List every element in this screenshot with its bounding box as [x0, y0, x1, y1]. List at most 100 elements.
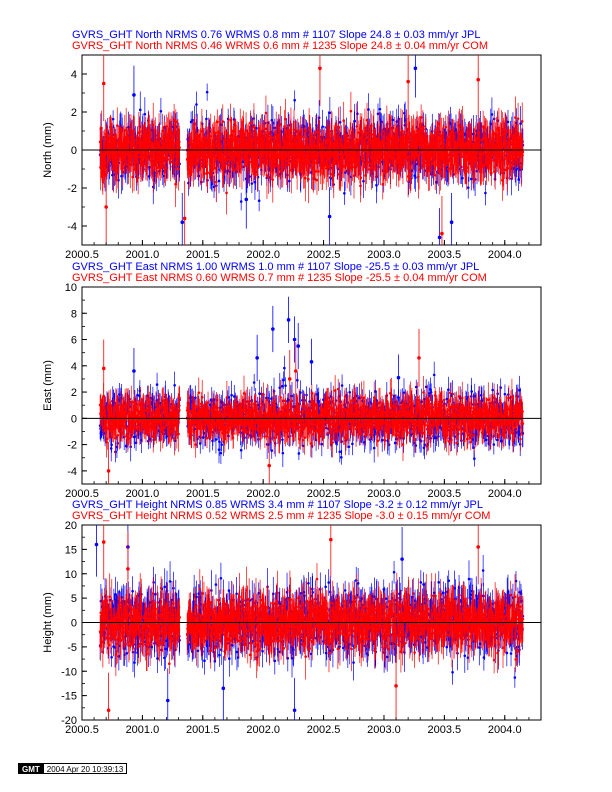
data-point [133, 435, 136, 439]
data-point [337, 153, 341, 157]
data-point [151, 123, 155, 127]
data-point [250, 182, 254, 185]
data-point [519, 122, 522, 125]
data-point [285, 160, 288, 163]
data-point [195, 103, 198, 106]
data-point [267, 175, 270, 179]
data-point [321, 125, 324, 128]
panel-north: GVRS_GHT North NRMS 0.76 WRMS 0.8 mm # 1… [42, 29, 542, 261]
data-point [224, 138, 227, 142]
y-axis-label: North (mm) [42, 122, 54, 178]
data-point [128, 127, 131, 131]
data-point [328, 111, 332, 115]
data-point [343, 192, 346, 195]
data-point [481, 152, 484, 156]
data-point [359, 176, 363, 180]
data-point [498, 136, 501, 139]
outlier-point [437, 235, 442, 240]
data-point [314, 130, 318, 134]
data-point [521, 150, 525, 154]
data-point [449, 122, 452, 126]
data-point [276, 154, 279, 158]
data-point [393, 152, 397, 156]
data-point [140, 141, 144, 144]
data-point [520, 166, 523, 169]
x-tick-label: 2000.5 [65, 249, 99, 261]
x-tick-label: 2003.5 [428, 249, 462, 261]
data-point [490, 113, 494, 116]
outlier-point [182, 216, 187, 221]
data-point [349, 109, 353, 113]
data-point [284, 117, 287, 121]
data-point [213, 166, 217, 170]
x-tick-label: 2001.5 [186, 249, 220, 261]
data-point [249, 137, 253, 141]
data-point [240, 165, 244, 169]
data-point [388, 134, 392, 137]
data-point [433, 173, 437, 177]
data-point [104, 152, 108, 155]
data-point [159, 109, 163, 113]
data-point [484, 191, 487, 195]
data-point [452, 134, 456, 138]
data-point [315, 178, 319, 182]
data-point [365, 137, 368, 140]
data-point [376, 112, 380, 116]
data-point [317, 116, 321, 120]
data-point [270, 119, 274, 122]
data-point [367, 108, 370, 111]
data-point [205, 90, 209, 94]
data-point [276, 174, 280, 178]
data-point [169, 160, 172, 164]
data-point [417, 168, 421, 171]
data-point [362, 179, 365, 183]
x-tick-label: 2002.5 [307, 249, 341, 261]
data-point [110, 443, 113, 447]
data-point [143, 112, 147, 116]
data-point [270, 140, 274, 143]
data-point [370, 133, 374, 136]
data-point [194, 162, 198, 166]
data-point [256, 165, 260, 169]
data-point [189, 120, 193, 124]
data-point [378, 133, 381, 136]
data-point [248, 175, 251, 178]
data-point [450, 129, 454, 133]
data-point [288, 179, 291, 183]
header-com: GVRS_GHT North NRMS 0.46 WRMS 0.6 mm # 1… [72, 40, 488, 52]
data-point [520, 120, 524, 123]
data-point [505, 129, 508, 133]
data-point [217, 179, 221, 183]
data-point [198, 167, 202, 171]
data-point [174, 120, 178, 124]
data-point [332, 174, 336, 177]
data-point [205, 117, 208, 121]
data-point [421, 126, 425, 129]
data-point [430, 162, 434, 165]
y-tick-label: -4 [67, 221, 77, 233]
data-point [255, 150, 259, 153]
data-point [326, 165, 330, 169]
data-point [414, 176, 417, 179]
data-point [342, 145, 345, 148]
outlier-point [104, 205, 108, 209]
data-point [173, 146, 177, 150]
data-point [225, 191, 228, 195]
data-point [348, 142, 352, 145]
data-point [236, 137, 240, 141]
data-point [146, 439, 150, 443]
data-point [136, 141, 139, 144]
data-point [365, 162, 368, 166]
data-point [200, 164, 204, 168]
data-point [117, 178, 120, 182]
data-point [115, 124, 119, 127]
header-com: GVRS_GHT East NRMS 0.60 WRMS 0.7 mm # 12… [72, 272, 487, 284]
data-point [500, 128, 503, 132]
data-point [303, 146, 307, 150]
data-point [304, 129, 307, 133]
data-point [358, 164, 362, 168]
data-point [218, 132, 222, 136]
data-point [156, 166, 159, 169]
data-point [353, 119, 356, 123]
